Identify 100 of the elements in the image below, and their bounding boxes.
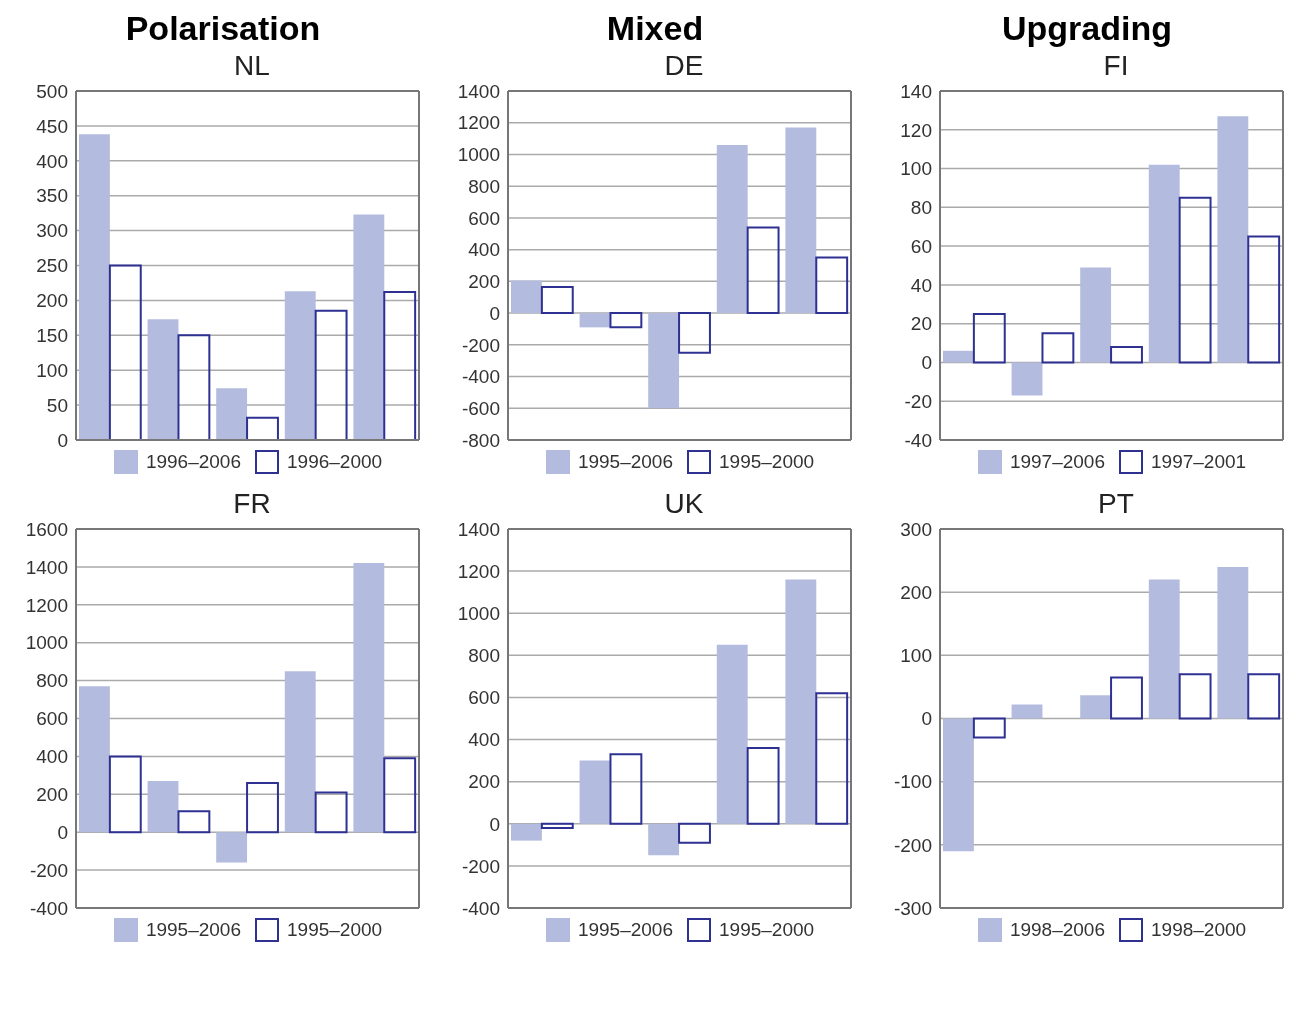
chart-title: FR [232, 487, 271, 521]
y-tick-label: 400 [36, 150, 68, 172]
bar [1041, 332, 1075, 364]
y-tick-label: 0 [57, 429, 68, 451]
chart-title: PT [1097, 487, 1134, 521]
y-tick-label: 100 [900, 645, 932, 667]
bar [511, 280, 542, 314]
y-tick-label: -800 [461, 429, 500, 451]
bar [648, 823, 680, 856]
y-tick-label: 200 [468, 771, 500, 793]
y-tick-label: 60 [910, 235, 932, 257]
y-tick-label: 1400 [457, 518, 500, 540]
legend-label: 1997–2006 [1009, 451, 1105, 473]
bar [1110, 345, 1143, 364]
y-tick-label: 0 [57, 821, 68, 843]
legend-label: 1995–2000 [719, 451, 815, 473]
bar [1217, 566, 1249, 719]
bar [972, 312, 1006, 364]
bar [383, 291, 417, 440]
y-tick-label: 100 [900, 158, 932, 180]
bar [1178, 196, 1212, 364]
bar [246, 781, 279, 834]
y-tick-label: 1000 [25, 632, 68, 654]
legend-label: 1995–2006 [145, 919, 241, 941]
chart-title: FI [1102, 49, 1129, 83]
legend-label: 1997–2001 [1151, 451, 1247, 473]
bar [579, 760, 611, 824]
y-tick-label: 800 [468, 175, 500, 197]
bar [972, 717, 1006, 739]
bar [815, 256, 849, 315]
bar [540, 285, 574, 315]
y-tick-label: 1000 [457, 144, 500, 166]
legend-label: 1995–2000 [287, 919, 383, 941]
y-tick-label: 200 [36, 290, 68, 312]
y-tick-label: -200 [461, 855, 500, 877]
bar [579, 313, 611, 328]
y-tick-label: 600 [468, 687, 500, 709]
y-tick-label: 0 [489, 302, 500, 324]
bar [314, 791, 348, 834]
y-tick-label: -200 [893, 834, 932, 856]
bar [678, 822, 711, 844]
y-tick-label: 0 [489, 813, 500, 835]
bar [1148, 164, 1180, 363]
legend-label: 1998–2006 [1009, 919, 1105, 941]
bar [609, 753, 643, 825]
text: Mixed [606, 8, 704, 48]
bar [284, 291, 316, 440]
y-tick-label: 200 [468, 271, 500, 293]
y-tick-label: 800 [468, 645, 500, 667]
bar [177, 810, 211, 834]
bar [1110, 676, 1143, 720]
y-tick-label: 450 [36, 115, 68, 137]
bar [108, 264, 142, 440]
bar [716, 644, 748, 824]
bar [79, 134, 110, 440]
y-tick-label: -300 [893, 897, 932, 919]
bar [147, 781, 179, 833]
y-tick-label: 0 [921, 352, 932, 374]
y-tick-label: 100 [36, 359, 68, 381]
y-tick-label: -200 [461, 334, 500, 356]
bar [1247, 673, 1281, 720]
y-tick-label: 1200 [25, 594, 68, 616]
y-tick-label: 1600 [25, 518, 68, 540]
y-tick-label: 1200 [457, 112, 500, 134]
chart-title: DE [663, 49, 704, 83]
y-tick-label: 1000 [457, 602, 500, 624]
bar [1011, 362, 1043, 396]
y-tick-label: 350 [36, 185, 68, 207]
y-tick-label: 250 [36, 255, 68, 277]
bar [314, 309, 348, 440]
bar [108, 755, 142, 834]
y-tick-label: -200 [29, 859, 68, 881]
bar [284, 671, 316, 833]
bar [785, 127, 817, 314]
y-tick-label: -40 [904, 429, 932, 451]
bar [1080, 695, 1112, 719]
y-tick-label: 800 [36, 670, 68, 692]
bar [746, 746, 780, 825]
y-tick-label: 400 [468, 239, 500, 261]
y-tick-label: 400 [468, 729, 500, 751]
chart-title: UK [663, 487, 704, 521]
bar [943, 350, 974, 363]
bar [1178, 673, 1212, 720]
bar [79, 686, 110, 833]
bar [648, 313, 680, 409]
chart-title: NL [233, 49, 270, 83]
legend-label: 1998–2000 [1151, 919, 1247, 941]
y-tick-label: 300 [900, 518, 932, 540]
bar [540, 822, 574, 829]
y-tick-label: 120 [900, 119, 932, 141]
legend-label: 1995–2006 [577, 451, 673, 473]
bar [746, 226, 780, 315]
y-tick-label: -400 [461, 897, 500, 919]
legend-label: 1995–2000 [719, 919, 815, 941]
y-tick-label: 1200 [457, 560, 500, 582]
y-tick-label: 200 [36, 784, 68, 806]
legend-label: 1996–2000 [287, 451, 383, 473]
y-tick-label: -400 [29, 897, 68, 919]
bar [1148, 579, 1180, 719]
y-tick-label: 400 [36, 746, 68, 768]
